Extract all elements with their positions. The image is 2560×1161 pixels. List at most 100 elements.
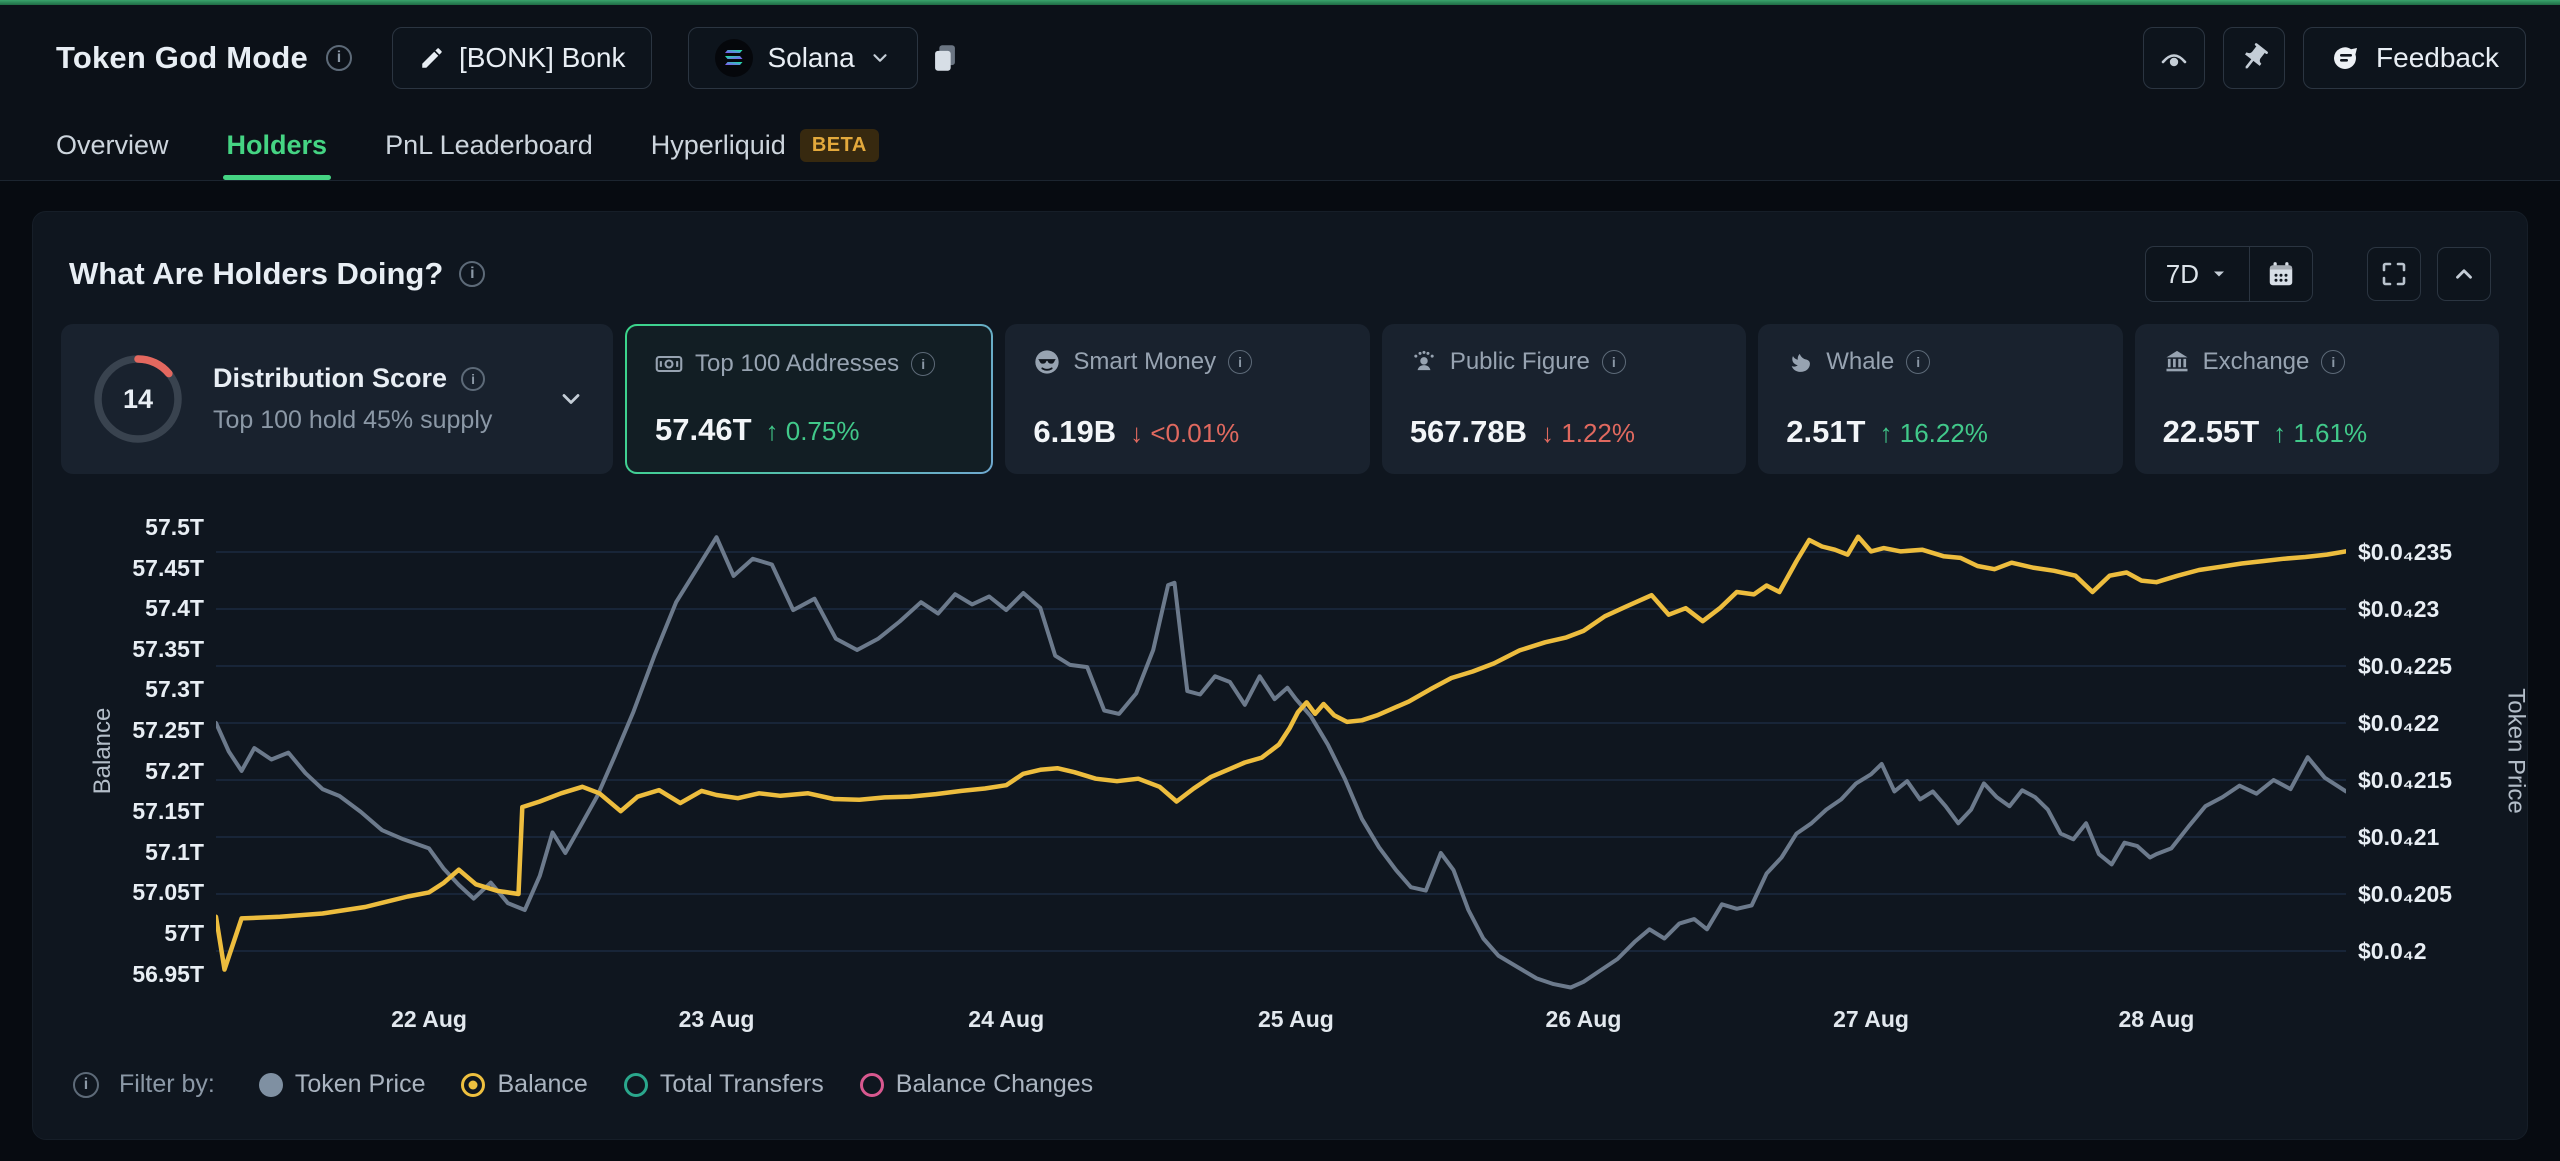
feedback-button[interactable]: Feedback (2303, 27, 2526, 89)
stat-value: 567.78B (1409, 414, 1528, 449)
stat-change: ↑ 1.61% (2273, 418, 2368, 448)
tabbar: Overview Holders PnL Leaderboard Hyperli… (0, 111, 2560, 181)
panel-info-icon[interactable] (459, 261, 486, 287)
chart-plot-area[interactable] (216, 506, 2346, 996)
range-dropdown[interactable]: 7D (2146, 247, 2249, 301)
stat-card-exchange[interactable]: Exchange 22.55T ↑ 1.61% (2134, 324, 2500, 474)
panel-title: What Are Holders Doing? (69, 256, 444, 291)
holders-panel: What Are Holders Doing? 7D (32, 211, 2529, 1140)
stats-row: 14 Distribution Score Top 100 hold 45% s… (61, 324, 2500, 474)
holders-chart[interactable]: Balance Token Price 57.5T 57.45T 57.4T 57.3… (61, 506, 2529, 996)
chevron-down-icon (2214, 271, 2224, 277)
stat-value: 22.55T (2162, 414, 2260, 449)
pin-button[interactable] (2223, 27, 2286, 89)
pencil-icon (419, 45, 445, 71)
y-tick-right: $0.0₄2 (2358, 938, 2427, 964)
balance-changes-marker (859, 1072, 884, 1097)
filter-prefix: Filter by: (119, 1070, 215, 1098)
y-tick-left: 57T (164, 920, 204, 946)
stat-value: 57.46T (655, 412, 752, 447)
app-header: Token God Mode [BONK] Bonk Solana (0, 5, 2560, 111)
y-tick-left: 57.1T (145, 838, 204, 865)
chain-select-label: Solana (767, 42, 855, 73)
chart-filter-legend: Filter by: Token Price Balance Total Tra… (73, 1070, 2527, 1099)
page-title-info-icon[interactable] (325, 45, 352, 71)
distribution-score-value: 14 (122, 383, 154, 414)
y-tick-right: $0.0₄225 (2358, 653, 2453, 679)
y-tick-left: 57.5T (145, 514, 204, 540)
fullscreen-button[interactable] (2367, 247, 2421, 301)
distribution-gauge: 14 (89, 350, 187, 448)
public-figure-icon (1410, 348, 1438, 376)
chevron-down-icon[interactable] (557, 385, 585, 413)
smart-money-emoji-icon (1033, 348, 1061, 376)
filter-info-icon[interactable] (73, 1071, 99, 1098)
x-tick: 24 Aug (968, 1006, 1045, 1032)
banknote-icon (655, 350, 683, 378)
copy-icon (928, 41, 962, 75)
calendar-button[interactable] (2250, 247, 2312, 301)
token-price-marker (258, 1072, 283, 1097)
tab-hyperliquid[interactable]: Hyperliquid BETA (651, 111, 879, 180)
solana-logo-icon (715, 39, 754, 77)
copy-address-button[interactable] (918, 31, 972, 85)
bank-icon (2163, 348, 2191, 376)
x-tick: 22 Aug (391, 1006, 467, 1032)
x-tick: 27 Aug (1833, 1006, 1909, 1032)
x-tick: 26 Aug (1545, 1006, 1622, 1032)
total-transfers-marker (623, 1072, 648, 1097)
series-token-price (216, 535, 2346, 990)
chain-select-button[interactable]: Solana (688, 27, 918, 89)
tab-holders[interactable]: Holders (222, 111, 332, 180)
stat-card-smart-money[interactable]: Smart Money 6.19B ↓ <0.01% (1005, 324, 1370, 474)
date-range-group: 7D (2144, 246, 2313, 302)
right-axis-title: Token Price (2502, 688, 2529, 814)
y-tick-right: $0.0₄235 (2358, 539, 2453, 565)
tab-overview[interactable]: Overview (56, 130, 169, 160)
stat-change: ↑ 0.75% (765, 416, 860, 446)
y-tick-left: 57.35T (132, 635, 204, 662)
watchlist-button[interactable] (2143, 27, 2206, 89)
y-tick-right: $0.0₄205 (2358, 881, 2453, 907)
info-icon[interactable] (1906, 350, 1931, 374)
info-icon[interactable] (1601, 350, 1626, 374)
stat-value: 6.19B (1033, 414, 1117, 449)
distribution-score-card[interactable]: 14 Distribution Score Top 100 hold 45% s… (61, 324, 613, 474)
eye-icon (2157, 41, 2191, 75)
stat-card-whale[interactable]: Whale 2.51T ↑ 16.22% (1758, 324, 2123, 474)
filter-total-transfers[interactable]: Total Transfers (623, 1070, 824, 1099)
stat-value: 2.51T (1786, 414, 1866, 449)
tab-pnl-leaderboard[interactable]: PnL Leaderboard (385, 130, 593, 160)
stat-card-public-figure[interactable]: Public Figure 567.78B ↓ 1.22% (1381, 324, 1747, 474)
balance-marker (461, 1072, 486, 1097)
y-tick-right: $0.0₄21 (2358, 824, 2440, 850)
calendar-icon (2266, 259, 2296, 289)
filter-balance[interactable]: Balance (461, 1070, 588, 1099)
info-icon[interactable] (911, 352, 936, 376)
stat-change: ↓ <0.01% (1130, 418, 1240, 448)
page-title: Token God Mode (56, 40, 308, 75)
x-axis-ticks: 22 Aug 23 Aug 24 Aug 25 Aug 26 Aug 27 Aug 28 A… (61, 996, 2499, 1040)
fullscreen-icon (2380, 260, 2408, 288)
stat-change: ↓ 1.22% (1541, 418, 1635, 448)
feedback-label: Feedback (2376, 42, 2499, 73)
pin-icon (2238, 42, 2270, 74)
distribution-info-icon[interactable] (461, 366, 486, 391)
stat-card-top-100-addresses[interactable]: Top 100 Addresses 57.46T ↑ 0.75% (625, 324, 993, 474)
x-tick: 28 Aug (2118, 1006, 2195, 1032)
active-tab-underline (222, 175, 332, 180)
token-select-button[interactable]: [BONK] Bonk (391, 27, 653, 89)
x-tick: 25 Aug (1257, 1006, 1334, 1032)
token-select-label: [BONK] Bonk (458, 42, 626, 73)
beta-badge: BETA (799, 129, 879, 162)
y-tick-left: 57.15T (132, 798, 204, 825)
collapse-button[interactable] (2437, 247, 2491, 301)
info-icon[interactable] (2321, 350, 2346, 374)
info-icon[interactable] (1228, 350, 1253, 374)
y-tick-left: 57.05T (132, 879, 204, 906)
chevron-up-icon (2451, 261, 2477, 287)
filter-token-price[interactable]: Token Price (258, 1070, 425, 1099)
y-tick-left: 56.95T (132, 960, 204, 987)
y-tick-right: $0.0₄22 (2358, 710, 2440, 736)
filter-balance-changes[interactable]: Balance Changes (859, 1070, 1093, 1099)
